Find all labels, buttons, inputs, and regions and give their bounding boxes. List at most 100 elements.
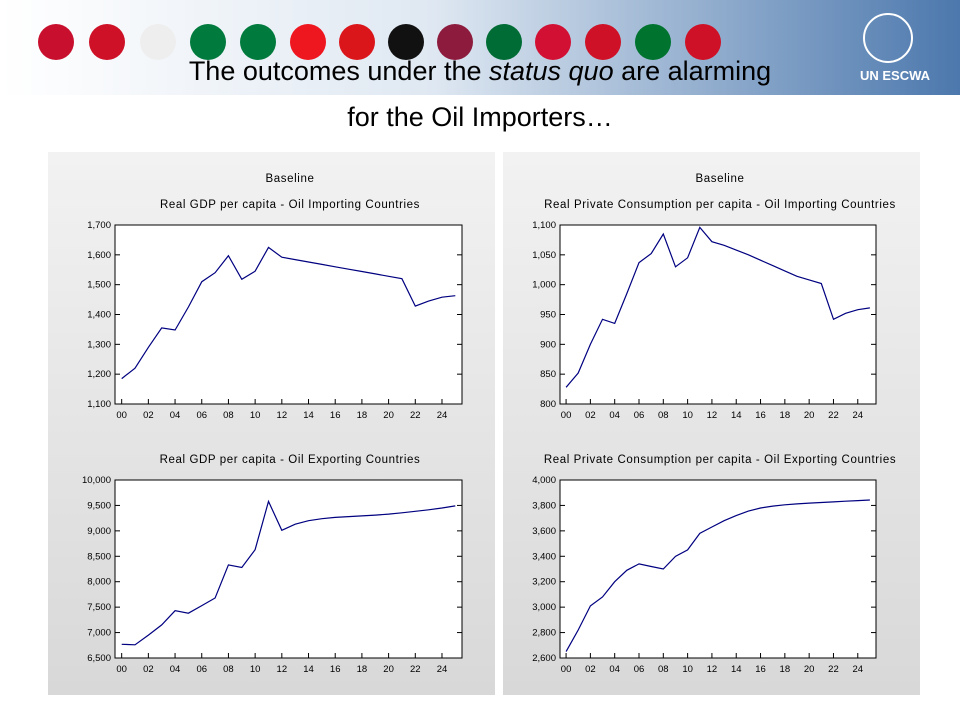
data-line — [121, 246, 456, 380]
x-tick-label: 22 — [828, 410, 839, 421]
x-tick-label: 10 — [682, 410, 693, 421]
x-tick-label: 08 — [658, 664, 669, 675]
x-tick-label: 10 — [250, 664, 261, 675]
x-tick-label: 12 — [707, 664, 718, 675]
x-tick-label: 02 — [143, 664, 154, 675]
x-tick-label: 02 — [585, 664, 596, 675]
y-tick-label: 2,800 — [532, 628, 556, 639]
chart-title: Real GDP per capita - Oil Exporting Coun… — [160, 454, 421, 466]
chart-title: Real Private Consumption per capita - Oi… — [544, 199, 896, 211]
x-tick-label: 10 — [250, 410, 261, 421]
x-tick-label: 24 — [437, 664, 448, 675]
x-tick-label: 10 — [682, 664, 693, 675]
x-tick-label: 02 — [585, 410, 596, 421]
x-tick-label: 14 — [731, 410, 742, 421]
plot-area — [559, 224, 877, 405]
x-tick-label: 06 — [196, 664, 207, 675]
x-tick-label: 04 — [609, 410, 620, 421]
y-tick-label: 7,500 — [87, 602, 111, 613]
y-tick-label: 8,500 — [87, 551, 111, 562]
y-tick-label: 1,100 — [532, 220, 556, 231]
x-tick-label: 22 — [828, 664, 839, 675]
x-tick-label: 12 — [707, 410, 718, 421]
chart-title: Real Private Consumption per capita - Oi… — [544, 454, 896, 466]
plot-area — [114, 479, 463, 659]
x-tick-label: 08 — [223, 664, 234, 675]
y-tick-label: 1,700 — [87, 220, 111, 231]
x-tick-label: 24 — [437, 410, 448, 421]
title-part: status quo — [489, 56, 614, 86]
x-tick-label: 00 — [561, 410, 572, 421]
y-tick-label: 9,000 — [87, 526, 111, 537]
x-tick-label: 18 — [780, 410, 791, 421]
x-tick-label: 06 — [634, 410, 645, 421]
x-tick-label: 20 — [804, 664, 815, 675]
x-tick-label: 14 — [303, 664, 314, 675]
x-tick-label: 22 — [410, 664, 421, 675]
data-line — [565, 499, 870, 652]
x-tick-label: 18 — [780, 664, 791, 675]
x-tick-label: 12 — [277, 664, 288, 675]
x-tick-label: 16 — [755, 410, 766, 421]
x-tick-label: 04 — [609, 664, 620, 675]
x-tick-label: 16 — [755, 664, 766, 675]
title-part: are alarming — [614, 56, 772, 86]
y-tick-label: 7,000 — [87, 628, 111, 639]
y-tick-label: 2,600 — [532, 653, 556, 664]
x-tick-label: 02 — [143, 410, 154, 421]
y-tick-label: 3,400 — [532, 551, 556, 562]
plot-area — [559, 479, 877, 659]
plot-area — [114, 224, 463, 405]
x-tick-label: 04 — [170, 410, 181, 421]
x-tick-label: 22 — [410, 410, 421, 421]
data-line — [565, 226, 870, 388]
x-tick-label: 20 — [383, 410, 394, 421]
chart-heading: Baseline — [696, 173, 745, 185]
x-tick-label: 00 — [561, 664, 572, 675]
y-tick-label: 1,100 — [87, 399, 111, 410]
chart-heading: Baseline — [266, 173, 315, 185]
y-tick-label: 1,400 — [87, 310, 111, 321]
y-tick-label: 800 — [540, 399, 556, 410]
x-tick-label: 24 — [852, 410, 863, 421]
x-tick-label: 08 — [658, 410, 669, 421]
x-tick-label: 04 — [170, 664, 181, 675]
y-tick-label: 1,050 — [532, 250, 556, 261]
x-tick-label: 18 — [357, 664, 368, 675]
y-tick-label: 3,800 — [532, 500, 556, 511]
y-tick-label: 1,000 — [532, 280, 556, 291]
y-tick-label: 3,600 — [532, 526, 556, 537]
x-tick-label: 12 — [277, 410, 288, 421]
x-tick-label: 14 — [731, 664, 742, 675]
y-tick-label: 8,000 — [87, 577, 111, 588]
y-tick-label: 1,600 — [87, 250, 111, 261]
x-tick-label: 14 — [303, 410, 314, 421]
x-tick-label: 06 — [196, 410, 207, 421]
y-tick-label: 900 — [540, 339, 556, 350]
x-tick-label: 00 — [116, 410, 127, 421]
y-tick-label: 850 — [540, 369, 556, 380]
y-tick-label: 3,000 — [532, 602, 556, 613]
x-tick-label: 16 — [330, 410, 341, 421]
x-tick-label: 06 — [634, 664, 645, 675]
data-line — [121, 499, 456, 646]
x-tick-label: 08 — [223, 410, 234, 421]
y-tick-label: 4,000 — [532, 475, 556, 486]
y-tick-label: 1,300 — [87, 339, 111, 350]
slide-title: The outcomes under the status quo are al… — [189, 56, 771, 86]
x-tick-label: 18 — [357, 410, 368, 421]
x-tick-label: 24 — [852, 664, 863, 675]
logo-text: UN ESCWA — [860, 68, 931, 83]
y-tick-label: 3,200 — [532, 577, 556, 588]
y-tick-label: 950 — [540, 310, 556, 321]
y-tick-label: 1,500 — [87, 280, 111, 291]
x-tick-label: 20 — [804, 410, 815, 421]
y-tick-label: 9,500 — [87, 500, 111, 511]
y-tick-label: 1,200 — [87, 369, 111, 380]
title-part: The outcomes under the — [189, 56, 489, 86]
y-tick-label: 10,000 — [82, 475, 111, 486]
x-tick-label: 00 — [116, 664, 127, 675]
x-tick-label: 16 — [330, 664, 341, 675]
x-tick-label: 20 — [383, 664, 394, 675]
